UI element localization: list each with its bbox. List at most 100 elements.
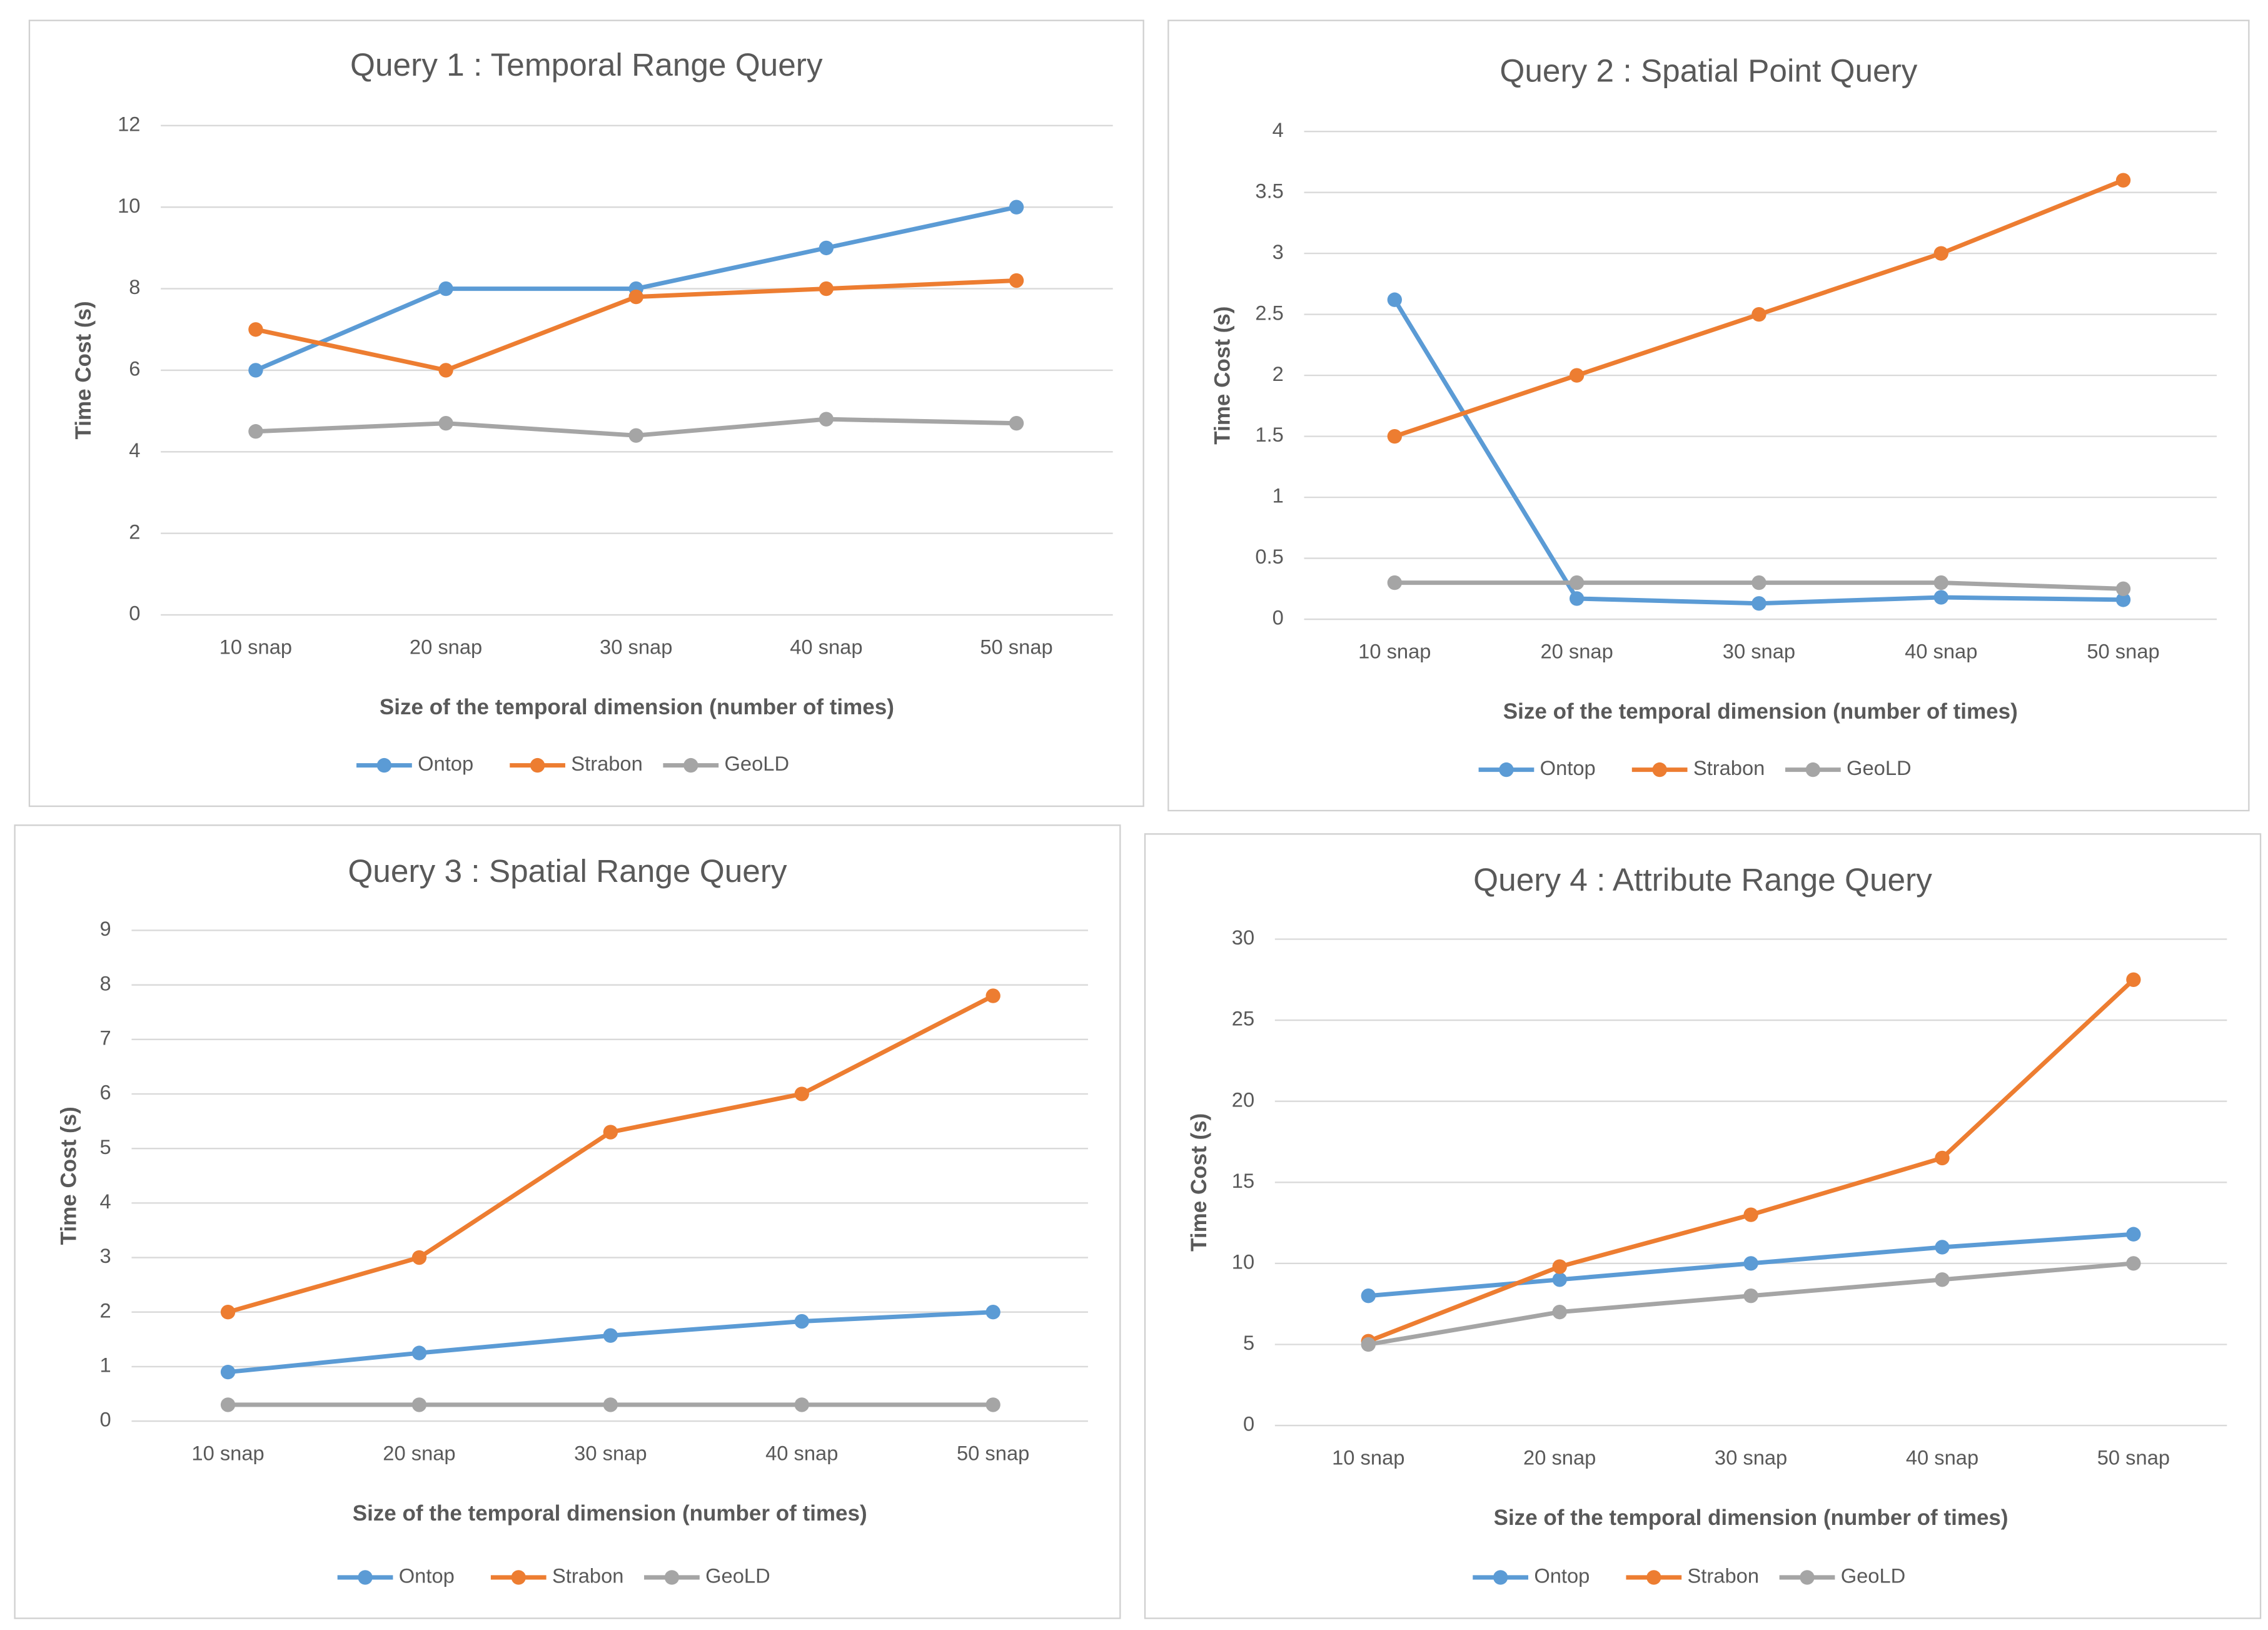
data-point: [2126, 1256, 2141, 1271]
x-tick-label: 40 snap: [1906, 1445, 1978, 1469]
legend-label: GeoLD: [724, 752, 789, 775]
y-tick-label: 0: [100, 1408, 111, 1431]
data-point: [220, 1397, 236, 1412]
data-point: [794, 1086, 809, 1101]
y-tick-label: 12: [118, 112, 140, 135]
y-tick-label: 6: [100, 1081, 111, 1104]
y-tick-label: 4: [1273, 118, 1284, 141]
x-tick-label: 10 snap: [1358, 639, 1431, 662]
y-tick-label: 30: [1232, 926, 1254, 949]
y-tick-label: 0: [129, 602, 140, 625]
data-point: [985, 1305, 1000, 1320]
x-tick-label: 50 snap: [980, 635, 1052, 658]
chart-title: Query 4 : Attribute Range Query: [1473, 861, 1932, 898]
legend-label: Ontop: [1540, 756, 1596, 779]
data-point: [2115, 592, 2131, 607]
x-tick-label: 30 snap: [574, 1441, 647, 1464]
data-point: [248, 322, 263, 337]
y-tick-label: 15: [1232, 1169, 1254, 1192]
y-tick-label: 10: [1232, 1250, 1254, 1273]
x-tick-label: 20 snap: [383, 1441, 455, 1464]
data-point: [2115, 581, 2131, 597]
y-tick-label: 1: [1273, 484, 1284, 507]
legend-label: Ontop: [1534, 1564, 1590, 1587]
data-point: [1933, 590, 1948, 605]
x-tick-label: 20 snap: [1523, 1445, 1596, 1469]
data-point: [411, 1345, 427, 1360]
legend-marker: [358, 1570, 373, 1585]
y-axis-label: Time Cost (s): [1210, 306, 1234, 445]
legend-marker: [511, 1570, 526, 1585]
y-tick-label: 7: [100, 1026, 111, 1049]
legend-marker: [376, 757, 392, 773]
y-tick-label: 10: [118, 194, 140, 217]
x-tick-label: 20 snap: [410, 635, 482, 658]
data-point: [1933, 246, 1948, 261]
data-point: [985, 988, 1000, 1003]
y-tick-label: 2.5: [1255, 301, 1283, 324]
data-point: [220, 1364, 236, 1380]
data-point: [628, 289, 643, 305]
x-tick-label: 40 snap: [790, 635, 862, 658]
legend-marker: [683, 757, 698, 773]
y-axis-label: Time Cost (s): [71, 301, 96, 439]
data-point: [985, 1397, 1000, 1412]
legend-marker: [1493, 1570, 1508, 1585]
y-tick-label: 3.5: [1255, 179, 1283, 202]
data-point: [1009, 416, 1024, 431]
y-tick-label: 2: [1273, 362, 1284, 385]
data-point: [248, 363, 263, 378]
data-point: [1387, 575, 1402, 590]
x-tick-label: 50 snap: [2087, 639, 2159, 662]
data-point: [2115, 173, 2131, 188]
data-point: [1009, 200, 1024, 215]
y-axis-label: Time Cost (s): [1187, 1113, 1211, 1252]
data-point: [1743, 1256, 1758, 1271]
data-point: [1569, 591, 1585, 606]
chart-title: Query 2 : Spatial Point Query: [1499, 52, 1917, 88]
y-tick-label: 4: [100, 1190, 111, 1213]
legend-marker: [1646, 1570, 1661, 1585]
legend-marker: [530, 757, 545, 773]
x-axis-label: Size of the temporal dimension (number o…: [353, 1501, 867, 1526]
data-point: [1743, 1288, 1758, 1303]
data-point: [438, 363, 453, 378]
x-tick-label: 50 snap: [957, 1441, 1029, 1464]
data-point: [628, 428, 643, 443]
y-tick-label: 8: [100, 971, 111, 995]
legend-label: Ontop: [418, 752, 473, 775]
y-tick-label: 0: [1243, 1412, 1254, 1435]
data-point: [603, 1125, 618, 1140]
y-tick-label: 25: [1232, 1007, 1254, 1030]
data-point: [819, 240, 834, 256]
x-axis-label: Size of the temporal dimension (number o…: [1494, 1506, 2008, 1530]
y-tick-label: 2: [100, 1298, 111, 1322]
legend-label: Strabon: [1693, 756, 1765, 779]
chart-frame: [14, 824, 1121, 1619]
y-tick-label: 3: [100, 1244, 111, 1267]
data-point: [1569, 575, 1585, 590]
chart-title: Query 1 : Temporal Range Query: [350, 46, 823, 83]
legend-label: GeoLD: [1847, 756, 1912, 779]
data-point: [438, 416, 453, 431]
data-point: [603, 1397, 618, 1412]
y-axis-label: Time Cost (s): [57, 1106, 81, 1245]
data-point: [438, 281, 453, 296]
data-point: [1935, 1150, 1950, 1166]
y-tick-label: 1: [100, 1354, 111, 1377]
x-tick-label: 40 snap: [1905, 639, 1977, 662]
legend-label: Strabon: [1688, 1564, 1760, 1587]
y-tick-label: 1.5: [1255, 423, 1283, 446]
data-point: [1387, 292, 1402, 307]
y-tick-label: 0.5: [1255, 545, 1283, 568]
data-point: [794, 1397, 809, 1412]
data-point: [1935, 1272, 1950, 1287]
data-point: [1569, 368, 1585, 383]
data-point: [1751, 306, 1767, 322]
y-tick-label: 6: [129, 357, 140, 380]
x-tick-label: 30 snap: [1715, 1445, 1787, 1469]
data-point: [1552, 1259, 1567, 1274]
x-tick-label: 10 snap: [1332, 1445, 1404, 1469]
x-tick-label: 20 snap: [1540, 639, 1613, 662]
